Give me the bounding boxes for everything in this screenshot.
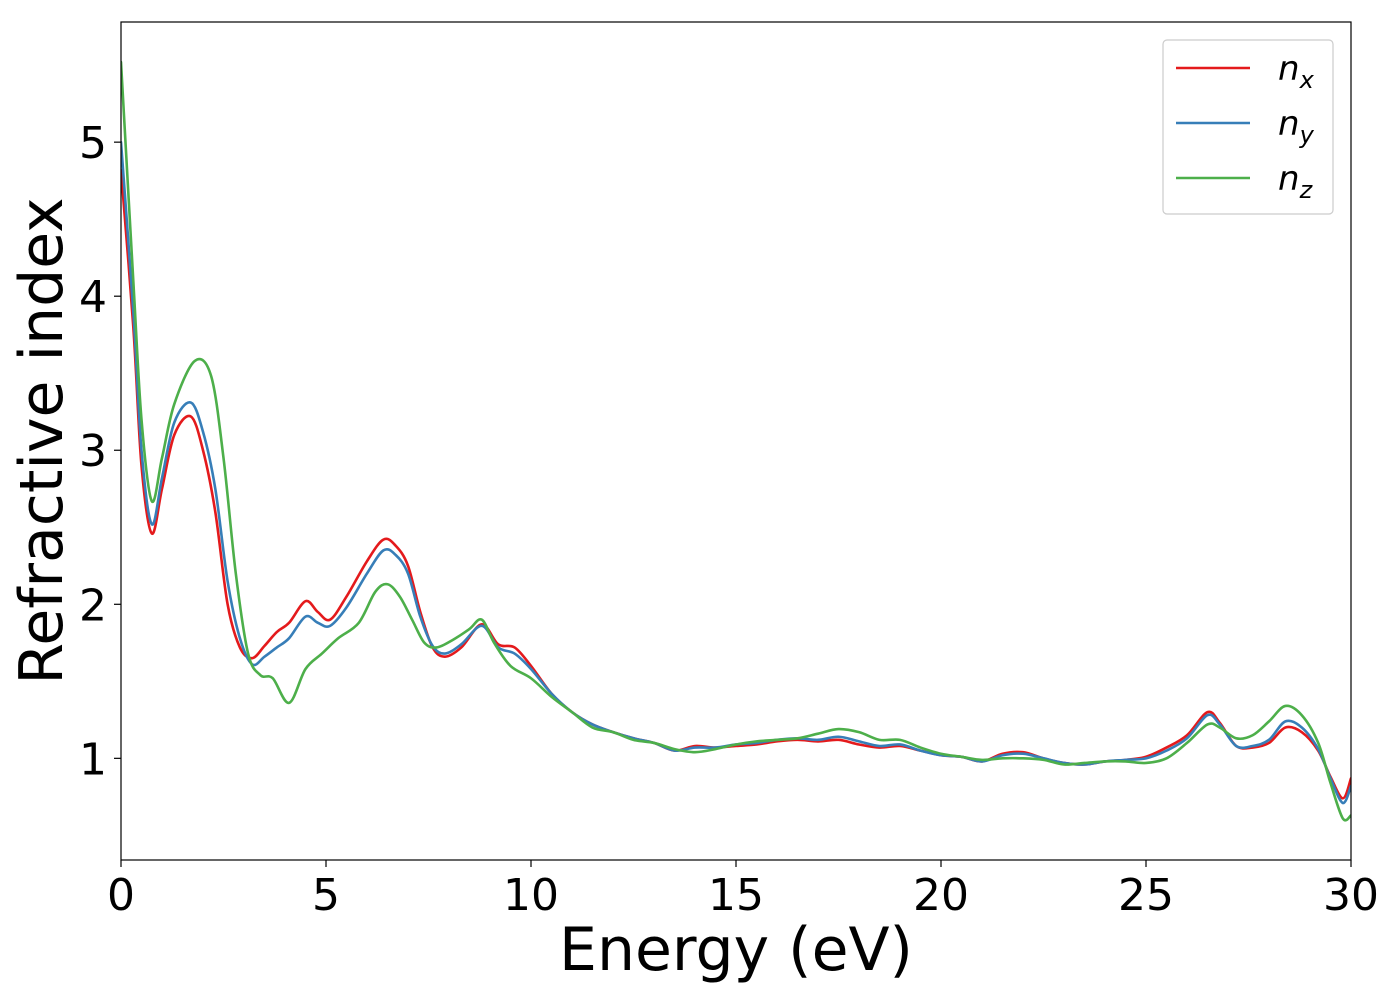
- y-tick-label: 3: [79, 426, 107, 477]
- x-tick-label: 20: [913, 870, 969, 921]
- x-tick-label: 5: [312, 870, 340, 921]
- y-tick-label: 1: [79, 734, 107, 785]
- x-axis-title: Energy (eV): [559, 915, 913, 985]
- x-tick-label: 25: [1118, 870, 1174, 921]
- legend-label-nz: nz: [1278, 159, 1314, 204]
- y-axis-title: Refractive index: [7, 197, 77, 684]
- y-tick-label: 4: [79, 272, 107, 323]
- x-tick-label: 30: [1323, 870, 1379, 921]
- legend-label-ny: ny: [1278, 104, 1315, 149]
- y-tick-label: 2: [79, 580, 107, 631]
- x-tick-label: 15: [708, 870, 764, 921]
- x-axis: 0 5 10 15 20 25 30: [107, 860, 1379, 921]
- legend: nx ny nz: [1162, 39, 1334, 215]
- y-axis: 1 2 3 4 5: [79, 118, 121, 785]
- legend-label-nx: nx: [1278, 49, 1315, 94]
- series-line-ny: [121, 140, 1351, 805]
- x-tick-label: 0: [107, 870, 135, 921]
- series-line-nz: [121, 60, 1351, 822]
- legend-box: [1162, 39, 1334, 215]
- series-line-nx: [121, 168, 1351, 800]
- x-tick-label: 10: [503, 870, 559, 921]
- y-tick-label: 5: [79, 118, 107, 169]
- series-layer: [121, 60, 1351, 822]
